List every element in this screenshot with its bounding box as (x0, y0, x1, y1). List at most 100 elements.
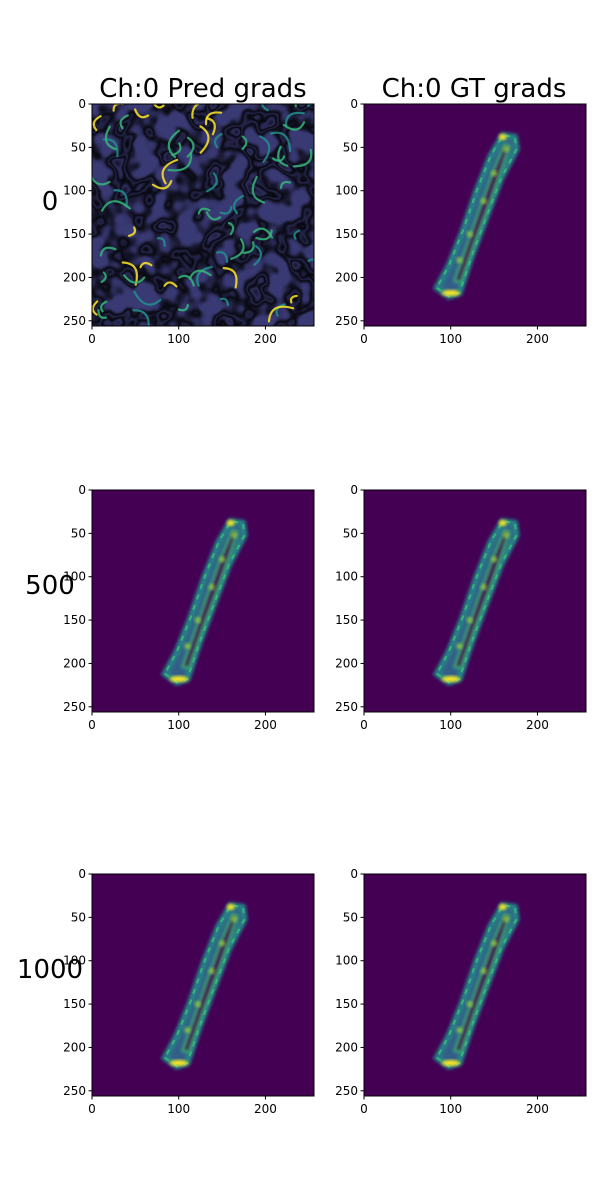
noise-squiggle (253, 245, 263, 266)
y-tick-label: 0 (78, 483, 86, 497)
noise-squiggle (171, 142, 182, 157)
stroke-highlight (194, 617, 201, 624)
noise-squiggle (219, 206, 233, 215)
digit-inner-hole (452, 142, 511, 284)
noise-squiggle (197, 207, 211, 215)
y-tick-label: 50 (71, 526, 86, 540)
y-tick-label: 100 (63, 570, 86, 584)
stroke-highlight (208, 968, 215, 975)
bright-spot-bottom (169, 676, 188, 683)
noise-squiggle (260, 104, 269, 112)
noise-squiggle (213, 132, 223, 149)
stroke-highlight (456, 257, 463, 264)
noise-squiggle (99, 246, 117, 257)
noise-squiggle (161, 158, 179, 185)
heatmap-content (160, 901, 248, 1070)
stroke-highlight (219, 940, 226, 947)
column-title-pred: Ch:0 Pred grads (99, 74, 306, 104)
y-tick-label: 100 (63, 954, 86, 968)
digit-inner-hole (180, 912, 239, 1054)
noise-squiggle (92, 300, 99, 316)
x-tick-label: 200 (254, 332, 277, 346)
noise-squiggle (258, 135, 271, 163)
noise-squiggle (255, 229, 273, 241)
noise-squiggle (177, 303, 189, 312)
noise-squiggle (196, 265, 213, 287)
x-tick-label: 200 (526, 332, 549, 346)
noise-squiggle (139, 261, 153, 269)
noise-squiggle (99, 300, 108, 313)
x-tick-label: 0 (88, 718, 96, 732)
bright-spot-bottom (441, 1060, 460, 1067)
noise-squiggle (133, 290, 162, 306)
noise-squiggle (112, 104, 125, 112)
digit-inner-hole (452, 912, 511, 1054)
noise-squiggle (282, 121, 306, 131)
heatmap-content (432, 517, 520, 686)
heatmap-content (432, 901, 520, 1070)
stroke-highlight (184, 643, 191, 650)
stroke-highlight (184, 1027, 191, 1034)
noise-squiggle (204, 111, 223, 126)
noise-squiggle (122, 274, 146, 284)
row-label-0: 0 (42, 187, 59, 217)
noise-squiggle (186, 136, 195, 158)
bright-spot-top (498, 519, 507, 526)
digit-inner-hole (180, 528, 239, 670)
bright-spot-top (226, 903, 235, 910)
noise-squiggle (219, 297, 229, 307)
y-tick-label: 0 (350, 483, 358, 497)
x-tick-label: 100 (439, 1102, 462, 1116)
y-tick-label: 150 (63, 227, 86, 241)
noise-squiggle (92, 115, 102, 132)
noise-squiggle (191, 104, 202, 119)
noise-squiggle (167, 152, 193, 172)
noise-squiggle (113, 189, 128, 208)
digit-edge-pattern (435, 904, 518, 1068)
y-tick-label: 200 (335, 270, 358, 284)
axes-frame (363, 103, 587, 327)
stroke-highlight (491, 556, 498, 563)
y-tick-label: 0 (350, 867, 358, 881)
y-tick-label: 100 (63, 184, 86, 198)
stroke-highlight (491, 170, 498, 177)
stroke-highlight (208, 584, 215, 591)
row-label-1000: 1000 (17, 955, 83, 985)
axes-frame (91, 873, 315, 1097)
y-tick-label: 200 (63, 270, 86, 284)
noise-squiggle (269, 131, 292, 153)
bright-spot-bottom (441, 290, 460, 297)
noise-squiggle (127, 226, 137, 237)
noise-squiggle (178, 274, 195, 287)
noise-squiggle (163, 281, 178, 288)
noise-squiggle (153, 104, 165, 109)
y-tick-label: 100 (335, 570, 358, 584)
column-title-gt: Ch:0 GT grads (382, 74, 567, 104)
noise-squiggle (134, 108, 150, 119)
x-tick-label: 0 (360, 1102, 368, 1116)
y-tick-label: 250 (335, 314, 358, 328)
noise-squiggle (289, 294, 298, 304)
noise-squiggle (307, 104, 314, 107)
digit-edge-pattern (163, 520, 246, 684)
y-tick-label: 200 (63, 1040, 86, 1054)
heatmap-content (432, 131, 520, 300)
stroke-highlight (466, 1001, 473, 1008)
noise-squiggle (216, 251, 229, 263)
noise-squiggle (241, 135, 248, 151)
noise-squiggle (230, 238, 245, 260)
bright-spot-top (498, 903, 507, 910)
stroke-highlight (503, 532, 510, 539)
y-tick-label: 250 (335, 1084, 358, 1098)
noise-squiggle (132, 309, 150, 326)
noise-squiggle (277, 145, 289, 167)
y-tick-label: 250 (335, 700, 358, 714)
stroke-highlight (231, 916, 238, 923)
y-tick-label: 150 (335, 227, 358, 241)
x-tick-label: 200 (254, 1102, 277, 1116)
noise-squiggle (292, 148, 313, 168)
stroke-highlight (219, 556, 226, 563)
bright-spot-top (498, 133, 507, 140)
